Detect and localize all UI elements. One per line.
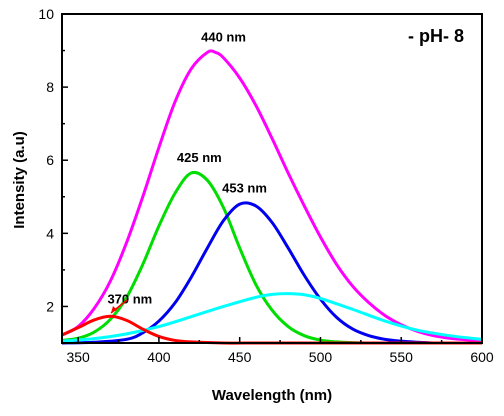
y-axis-title: Intensity (a.u) (11, 131, 28, 229)
plot-frame (61, 13, 483, 344)
x-tick-label: 500 (309, 349, 333, 365)
annotation-pointer-head (111, 306, 117, 313)
peak-annotation-4: 370 nm (107, 292, 152, 307)
peak-annotation-1: 440 nm (201, 29, 246, 44)
peak-annotation-3: 453 nm (222, 180, 267, 195)
series-layer (61, 49, 483, 345)
x-axis-title: Wavelength (nm) (212, 387, 332, 404)
peak-annotation-2: 425 nm (177, 150, 222, 165)
y-tick-label: 4 (46, 225, 54, 241)
series-line-3 (61, 201, 434, 345)
axes-layer: 350 400 450 500 550 600 2 4 6 8 10 (38, 6, 493, 365)
x-tick-label: 600 (470, 349, 494, 365)
y-tick-label: 10 (38, 6, 54, 22)
x-tick-label: 350 (66, 349, 90, 365)
ph-label: - pH- 8 (408, 26, 464, 46)
y-tick-label: 2 (46, 298, 54, 314)
x-tick-label: 450 (228, 349, 252, 365)
y-tick-label: 6 (46, 152, 54, 168)
x-tick-label: 550 (390, 349, 414, 365)
y-tick-label: 8 (46, 79, 54, 95)
x-tick-label: 400 (147, 349, 171, 365)
